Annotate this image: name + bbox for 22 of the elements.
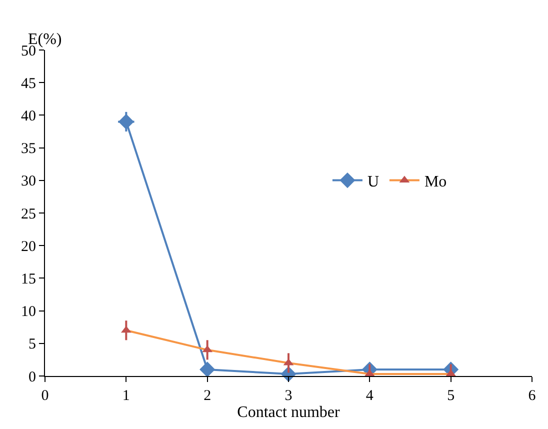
y-tick-label: 25 (21, 206, 36, 222)
x-tick-label: 5 (447, 388, 455, 404)
x-tick-label: 6 (528, 388, 536, 404)
y-tick-label: 35 (21, 141, 36, 158)
x-tick-label: 2 (204, 388, 212, 404)
y-tick-label: 30 (21, 174, 36, 190)
y-tick-label: 0 (28, 369, 36, 386)
y-tick-label: 40 (21, 108, 36, 124)
y-tick-label: 20 (21, 238, 36, 255)
y-tick-label: 5 (28, 336, 36, 353)
y-tick-label: 10 (21, 304, 36, 320)
x-tick-label: 3 (284, 388, 292, 404)
x-tick-label: 4 (366, 388, 374, 404)
y-tick-label: 45 (21, 76, 36, 92)
x-tick-label: 0 (41, 388, 49, 404)
point (118, 114, 134, 130)
legend-label: Mo (424, 174, 447, 191)
y-tick-label: 15 (21, 271, 36, 288)
x-axis-title: Contact number (237, 404, 340, 421)
legend-label: U (367, 174, 380, 191)
point (200, 362, 216, 378)
x-tick-label: 1 (122, 388, 130, 404)
